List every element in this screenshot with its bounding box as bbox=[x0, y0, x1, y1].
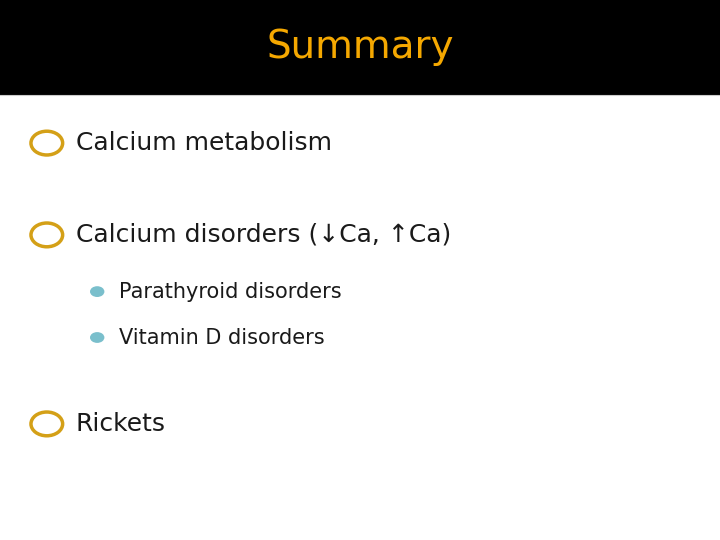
Text: Calcium disorders (↓Ca, ↑Ca): Calcium disorders (↓Ca, ↑Ca) bbox=[76, 223, 451, 247]
Text: Rickets: Rickets bbox=[76, 412, 166, 436]
Text: Calcium metabolism: Calcium metabolism bbox=[76, 131, 332, 155]
Circle shape bbox=[90, 332, 104, 343]
Text: Vitamin D disorders: Vitamin D disorders bbox=[119, 327, 325, 348]
Text: Parathyroid disorders: Parathyroid disorders bbox=[119, 281, 341, 302]
FancyBboxPatch shape bbox=[0, 0, 720, 94]
Circle shape bbox=[90, 286, 104, 297]
Text: Summary: Summary bbox=[266, 28, 454, 66]
